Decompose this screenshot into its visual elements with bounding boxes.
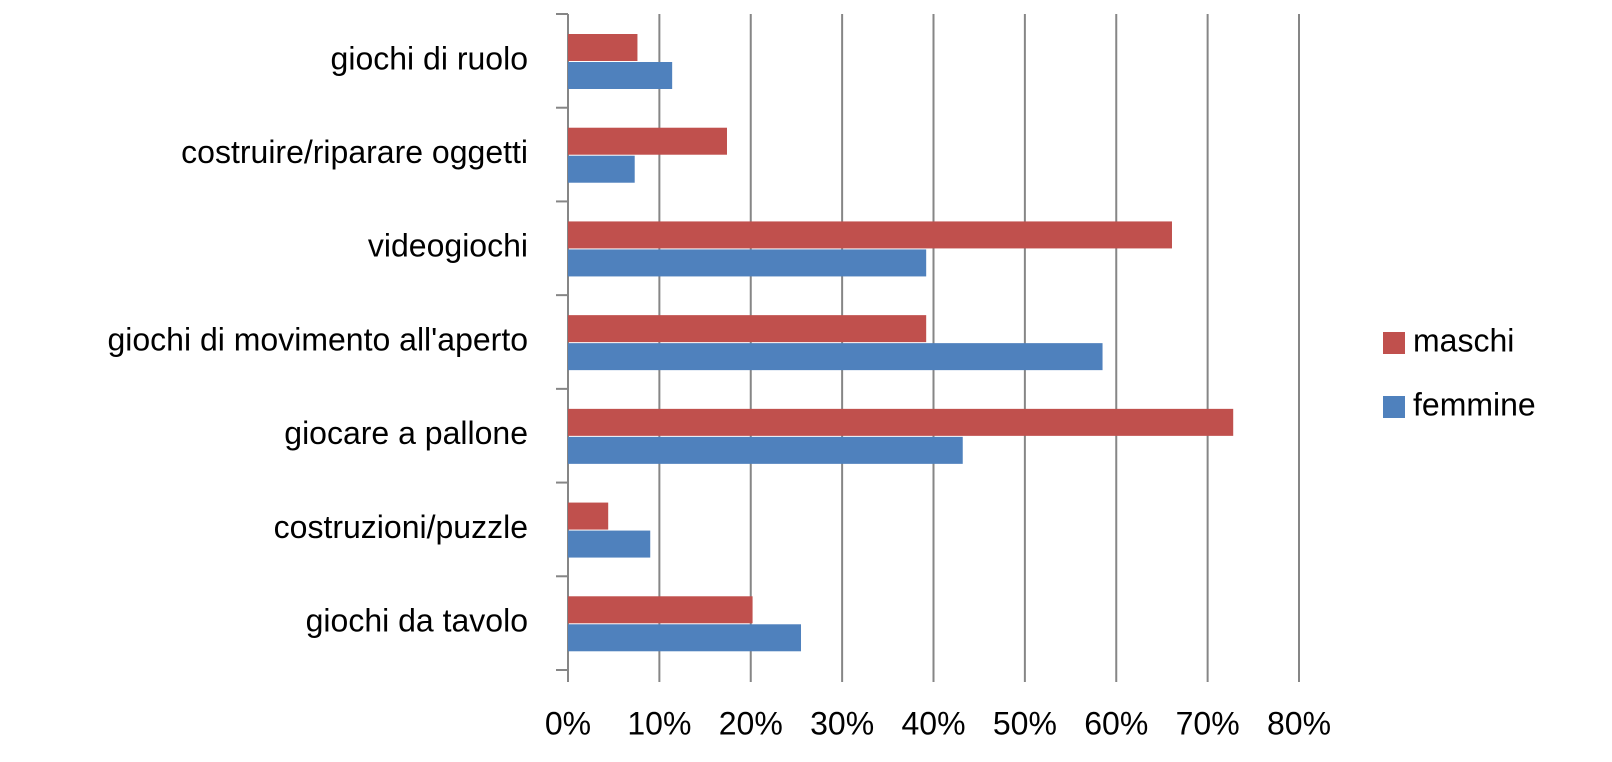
x-tick-label: 60%: [1084, 705, 1148, 741]
bar: [568, 436, 963, 464]
bar: [568, 249, 927, 277]
legend-swatch: [1383, 332, 1405, 354]
bar: [568, 155, 635, 183]
bar: [568, 127, 727, 155]
bar: [568, 502, 609, 530]
y-tick-label: giochi da tavolo: [306, 603, 528, 639]
bar: [568, 624, 802, 652]
x-tick-label: 0%: [545, 705, 591, 741]
bar: [568, 343, 1103, 371]
x-tick-label: 20%: [719, 705, 783, 741]
y-tick-label: giochi di ruolo: [331, 40, 528, 76]
y-tick-label: costruire/riparare oggetti: [181, 134, 528, 170]
bar: [568, 34, 638, 61]
y-tick-label: costruzioni/puzzle: [274, 509, 528, 545]
x-tick-label: 80%: [1267, 705, 1331, 741]
legend-label: femmine: [1413, 386, 1536, 422]
x-tick-label: 10%: [627, 705, 691, 741]
bar: [568, 221, 1172, 249]
y-tick-label: videogiochi: [368, 228, 528, 264]
x-tick-label: 40%: [901, 705, 965, 741]
bar: [568, 408, 1234, 436]
x-tick-label: 70%: [1176, 705, 1240, 741]
x-tick-label: 50%: [993, 705, 1057, 741]
legend-swatch: [1383, 396, 1405, 418]
y-tick-label: giochi di movimento all'aperto: [107, 321, 528, 357]
bar: [568, 596, 753, 624]
bar: [568, 62, 673, 89]
legend-label: maschi: [1413, 322, 1514, 358]
bar: [568, 315, 927, 343]
x-tick-label: 30%: [810, 705, 874, 741]
y-tick-label: giocare a pallone: [284, 415, 528, 451]
bar: [568, 530, 651, 558]
